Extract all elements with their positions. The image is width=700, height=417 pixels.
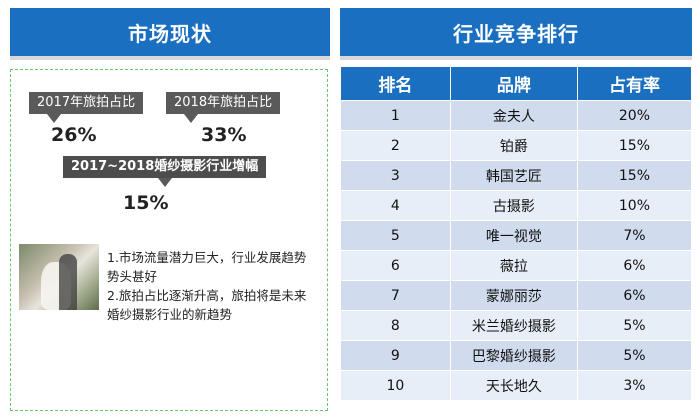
share-cell: 3% (576, 370, 693, 401)
market-status-panel: 2017年旅拍占比 26% 2018年旅拍占比 33% 2017~2018婚纱摄… (10, 69, 328, 411)
brand-cell: 天长地久 (449, 370, 578, 401)
header-shadow-bar (340, 56, 692, 60)
table-row: 6 薇拉 6% (340, 250, 693, 281)
table-row: 8 米兰婚纱摄影 5% (340, 310, 693, 341)
note-line-1: 1.市场流量潜力巨大，行业发展趋势势头甚好 (107, 250, 307, 284)
market-notes: 1.市场流量潜力巨大，行业发展趋势势头甚好 2.旅拍占比逐渐升高，旅拍将是未来婚… (107, 248, 317, 324)
table-row: 5 唯一视觉 7% (340, 220, 693, 251)
wedding-photo (19, 244, 99, 310)
table-row: 3 韩国艺匠 15% (340, 160, 693, 191)
value-2017-travel-share: 26% (51, 124, 97, 146)
table-row: 1 金夫人 20% (340, 100, 693, 131)
share-cell: 5% (576, 340, 693, 371)
brand-cell: 金夫人 (449, 100, 578, 131)
table-row: 9 巴黎婚纱摄影 5% (340, 340, 693, 371)
brand-cell: 韩国艺匠 (449, 160, 578, 191)
share-cell: 6% (576, 250, 693, 281)
industry-ranking-title: 行业竞争排行 (453, 21, 579, 46)
value-2018-travel-share: 33% (201, 124, 247, 146)
table-row: 10 天长地久 3% (340, 370, 693, 401)
share-cell: 20% (576, 100, 693, 131)
tag-2017-travel-share: 2017年旅拍占比 (29, 92, 144, 123)
rank-cell: 10 (340, 370, 451, 401)
brand-cell: 唯一视觉 (449, 220, 578, 251)
brand-cell: 蒙娜丽莎 (449, 280, 578, 311)
brand-cell: 米兰婚纱摄影 (449, 310, 578, 341)
share-cell: 15% (576, 130, 693, 161)
ranking-table: 排名 品牌 占有率 1 金夫人 20% 2 铂爵 15% 3 韩国艺匠 15% … (340, 66, 693, 401)
share-cell: 10% (576, 190, 693, 221)
rank-cell: 4 (340, 190, 451, 221)
table-header-row: 排名 品牌 占有率 (340, 66, 693, 101)
tag-2018-travel-share: 2018年旅拍占比 (166, 92, 281, 123)
note-line-2: 2.旅拍占比逐渐升高，旅拍将是未来婚纱摄影行业的新趋势 (107, 288, 307, 322)
rank-cell: 8 (340, 310, 451, 341)
share-cell: 15% (576, 160, 693, 191)
share-cell: 5% (576, 310, 693, 341)
rank-cell: 6 (340, 250, 451, 281)
table-row: 7 蒙娜丽莎 6% (340, 280, 693, 311)
share-cell: 6% (576, 280, 693, 311)
brand-cell: 铂爵 (449, 130, 578, 161)
header-shadow-bar (10, 56, 330, 60)
market-status-title: 市场现状 (128, 21, 212, 46)
rank-cell: 5 (340, 220, 451, 251)
rank-cell: 7 (340, 280, 451, 311)
tag-industry-growth: 2017~2018婚纱摄影行业增幅 (63, 156, 267, 187)
value-industry-growth: 15% (123, 192, 169, 214)
industry-ranking-header: 行业竞争排行 (340, 8, 692, 60)
brand-cell: 古摄影 (449, 190, 578, 221)
rank-cell: 9 (340, 340, 451, 371)
table-row: 2 铂爵 15% (340, 130, 693, 161)
rank-cell: 2 (340, 130, 451, 161)
rank-cell: 1 (340, 100, 451, 131)
brand-cell: 薇拉 (449, 250, 578, 281)
market-status-header: 市场现状 (10, 8, 330, 60)
groom-figure (59, 254, 77, 310)
header-brand: 品牌 (449, 66, 578, 101)
brand-cell: 巴黎婚纱摄影 (449, 340, 578, 371)
rank-cell: 3 (340, 160, 451, 191)
share-cell: 7% (576, 220, 693, 251)
header-share: 占有率 (576, 66, 693, 101)
header-rank: 排名 (340, 66, 451, 101)
table-row: 4 古摄影 10% (340, 190, 693, 221)
